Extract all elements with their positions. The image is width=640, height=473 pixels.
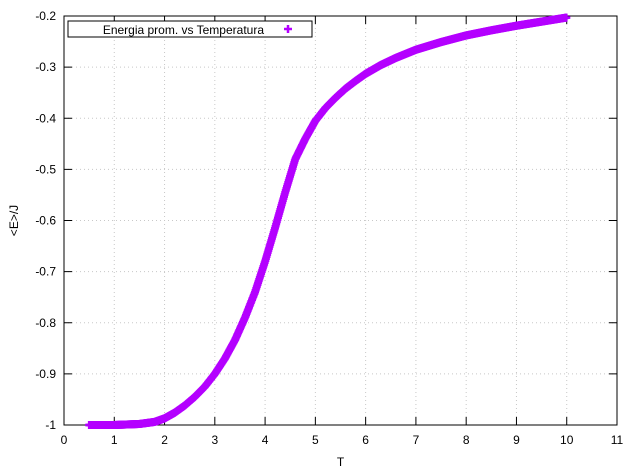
y-tick-label: -0.7 xyxy=(35,265,56,279)
x-tick-label: 4 xyxy=(262,433,269,447)
tick-labels: 0 1 2 3 4 5 6 7 8 9 10 11 -0.2 -0.3 -0.4 -0.5 -0.6 -0.7 -0… xyxy=(35,9,623,447)
grid xyxy=(64,16,617,425)
legend-marker xyxy=(284,25,292,33)
y-axis-label: <E>/J xyxy=(7,205,21,236)
y-tick-label: -1 xyxy=(45,418,56,432)
data-point xyxy=(562,13,571,22)
x-axis-label: T xyxy=(337,455,345,469)
x-tick-label: 8 xyxy=(463,433,470,447)
x-tick-label: 9 xyxy=(513,433,520,447)
legend: Energia prom. vs Temperatura xyxy=(67,20,313,38)
y-tick-label: -0.3 xyxy=(35,60,56,74)
x-tick-label: 7 xyxy=(413,433,420,447)
x-tick-label: 11 xyxy=(611,433,624,447)
legend-label: Energia prom. vs Temperatura xyxy=(103,23,265,37)
y-tick-label: -0.9 xyxy=(35,367,56,381)
x-tick-label: 0 xyxy=(61,433,68,447)
y-tick-label: -0.4 xyxy=(35,111,56,125)
x-tick-label: 1 xyxy=(111,433,118,447)
y-tick-label: -0.6 xyxy=(35,214,56,228)
y-tick-label: -0.2 xyxy=(35,9,56,23)
x-tick-label: 5 xyxy=(312,433,319,447)
legend-box xyxy=(67,20,313,38)
data-points xyxy=(85,13,571,429)
x-tick-label: 10 xyxy=(560,433,574,447)
x-tick-label: 3 xyxy=(211,433,218,447)
x-tick-label: 6 xyxy=(362,433,369,447)
x-tick-label: 2 xyxy=(161,433,168,447)
y-tick-label: -0.8 xyxy=(35,316,56,330)
legend-marker-symbol xyxy=(284,25,292,33)
y-tick-label: -0.5 xyxy=(35,162,56,176)
